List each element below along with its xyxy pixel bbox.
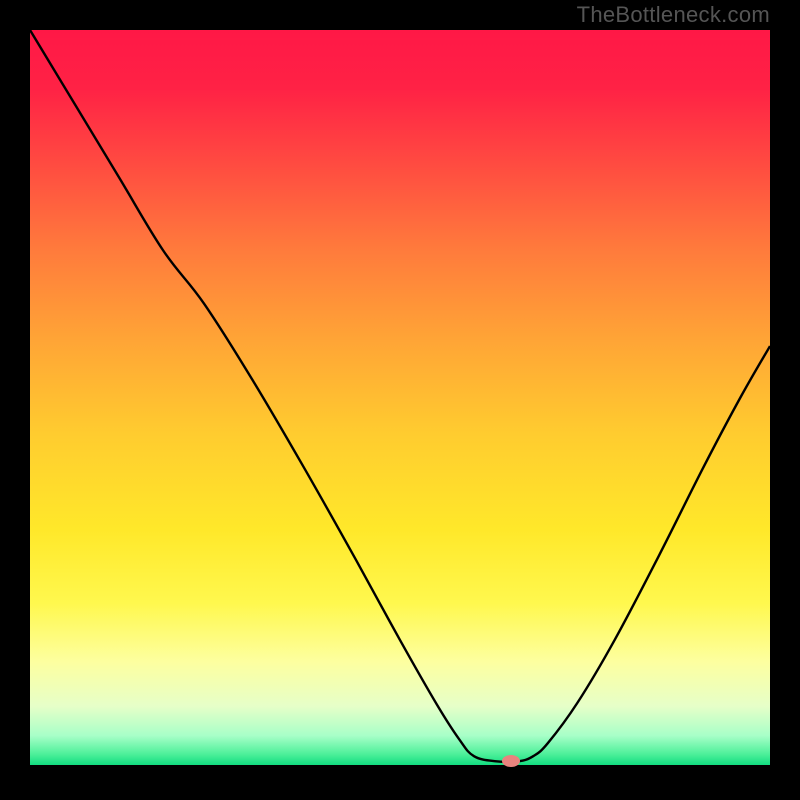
bottleneck-curve (30, 30, 770, 765)
optimal-point-marker (502, 755, 520, 767)
watermark-text: TheBottleneck.com (577, 2, 770, 28)
plot-area (30, 30, 770, 765)
